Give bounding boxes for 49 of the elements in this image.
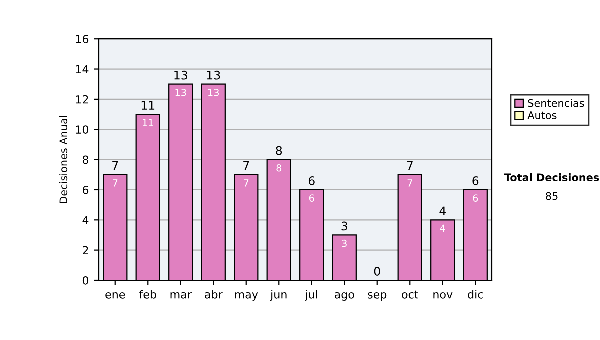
x-tick-label: sep: [368, 292, 387, 301]
data-label: 7: [244, 180, 249, 187]
total-label: 13: [174, 70, 188, 80]
y-tick-label: 10: [76, 126, 89, 134]
total-label: 7: [407, 162, 413, 170]
total-label: 3: [342, 222, 348, 231]
total-label: 6: [308, 176, 315, 186]
y-tick-label: 4: [82, 216, 89, 224]
legend-label: Sentencias: [528, 99, 584, 108]
data-label: 7: [113, 180, 118, 187]
y-tick-label: 0: [82, 276, 89, 285]
data-label: 13: [176, 89, 186, 96]
x-tick-label: nov: [434, 292, 453, 299]
legend-label: Autos: [528, 112, 557, 120]
data-label: 8: [276, 164, 282, 172]
total-label: 4: [440, 206, 446, 216]
y-tick-label: 12: [76, 95, 88, 104]
x-tick-label: dic: [468, 290, 484, 299]
x-tick-label: jul: [305, 290, 318, 301]
y-axis-title: Decisiones Anual: [60, 116, 68, 204]
x-tick-label: ene: [106, 292, 126, 299]
text: Total Decisiones: [504, 173, 600, 182]
x-tick-label: jun: [270, 290, 287, 301]
total-label: 13: [207, 70, 220, 80]
text: 85: [546, 192, 558, 200]
total-label: 8: [276, 146, 282, 156]
y-tick-label: 6: [82, 186, 89, 194]
data-label: 6: [473, 194, 478, 202]
x-tick-label: ago: [334, 292, 354, 301]
data-label: 4: [440, 224, 446, 232]
x-tick-label: may: [235, 292, 258, 301]
data-label: 3: [342, 240, 347, 248]
total-label: 7: [112, 162, 118, 170]
y-tick-label: 16: [76, 35, 89, 44]
data-label: 6: [309, 194, 314, 202]
y-tick-label: 14: [76, 65, 89, 74]
data-label: 13: [208, 89, 220, 96]
data-label: 7: [408, 180, 412, 187]
x-tick-label: abr: [205, 290, 223, 299]
x-tick-label: oct: [402, 290, 418, 299]
data-label: 11: [143, 119, 154, 126]
total-label: 0: [374, 267, 380, 276]
total-label: 11: [142, 101, 155, 110]
y-tick-label: 2: [83, 246, 88, 255]
x-tick-label: feb: [139, 290, 156, 299]
total-label: 6: [472, 176, 479, 186]
y-tick-label: 8: [82, 156, 89, 164]
x-tick-label: mar: [170, 292, 192, 299]
total-label: 7: [244, 162, 250, 170]
